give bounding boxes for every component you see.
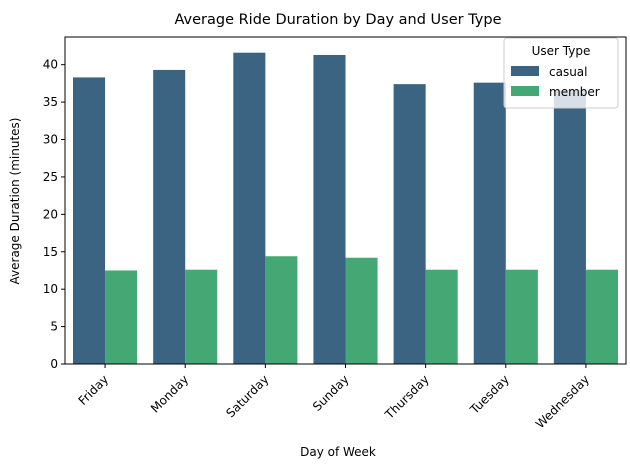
bar-casual-wednesday	[553, 90, 586, 364]
bar-member-saturday	[265, 256, 298, 364]
x-tick-label: Monday	[148, 372, 191, 415]
y-tick-label: 5	[50, 320, 58, 334]
x-axis-label: Day of Week	[300, 445, 376, 459]
chart-title: Average Ride Duration by Day and User Ty…	[174, 12, 501, 28]
y-tick-label: 25	[43, 170, 58, 184]
legend-label-casual: casual	[549, 65, 588, 79]
y-tick-label: 35	[43, 95, 58, 109]
bar-member-tuesday	[505, 269, 538, 364]
bar-member-sunday	[345, 257, 378, 364]
y-tick-label: 20	[43, 207, 58, 221]
legend-title: User Type	[532, 44, 591, 58]
y-axis: 0 5 10 15 20 25 30 35 40	[43, 58, 65, 371]
bar-member-monday	[185, 269, 218, 364]
y-axis-label: Average Duration (minutes)	[8, 118, 22, 285]
plot-area	[64, 36, 627, 365]
bar-member-thursday	[425, 269, 458, 364]
bar-member-friday	[105, 270, 138, 364]
x-tick-label: Thursday	[382, 372, 432, 422]
bar-casual-monday	[153, 69, 186, 365]
x-axis: Friday Monday Saturday Sunday Thursday Tuesda…	[76, 364, 592, 431]
bar-casual-friday	[73, 77, 106, 364]
x-tick-label: Wednesday	[533, 372, 592, 431]
legend: User Type casual member	[503, 37, 619, 109]
bar-member-wednesday	[585, 269, 618, 364]
x-tick-label: Tuesday	[467, 372, 512, 417]
x-tick-label: Saturday	[223, 372, 271, 420]
bar-casual-tuesday	[473, 82, 506, 365]
legend-label-member: member	[549, 85, 600, 99]
x-tick-label: Friday	[76, 372, 112, 408]
legend-swatch-casual	[511, 66, 539, 76]
y-tick-label: 0	[50, 357, 58, 371]
legend-swatch-member	[511, 86, 539, 96]
x-tick-label: Sunday	[310, 372, 352, 414]
bar-casual-sunday	[313, 54, 346, 365]
y-tick-label: 40	[43, 58, 58, 72]
bar-casual-saturday	[233, 52, 266, 365]
y-tick-label: 15	[43, 245, 58, 259]
y-tick-label: 30	[43, 133, 58, 147]
y-tick-label: 10	[43, 282, 58, 296]
bar-casual-thursday	[393, 84, 426, 364]
